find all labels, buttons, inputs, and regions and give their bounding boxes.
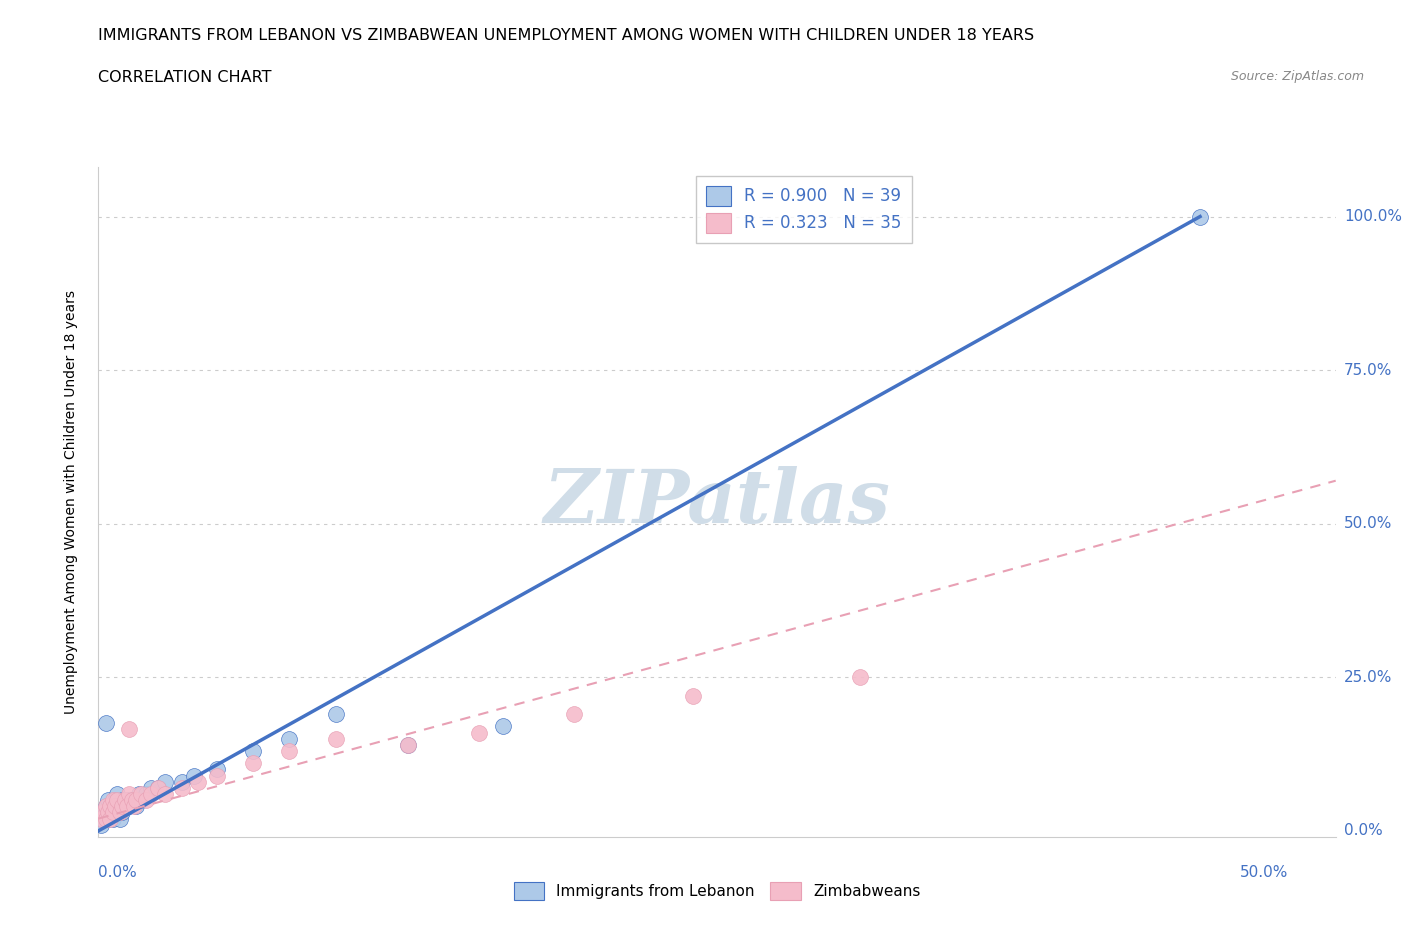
Point	[135, 792, 157, 807]
Text: 25.0%: 25.0%	[1344, 670, 1392, 684]
Point	[139, 787, 162, 802]
Point	[108, 805, 131, 820]
Point	[277, 744, 299, 759]
Point	[153, 775, 176, 790]
Text: ZIPatlas: ZIPatlas	[544, 466, 890, 538]
Point	[122, 799, 145, 814]
Point	[101, 792, 124, 807]
Text: 0.0%: 0.0%	[1344, 823, 1382, 838]
Point	[90, 811, 112, 826]
Text: 50.0%: 50.0%	[1240, 865, 1288, 880]
Point	[118, 799, 141, 814]
Point	[468, 725, 491, 740]
Point	[562, 707, 585, 722]
Point	[146, 780, 169, 795]
Point	[107, 792, 129, 807]
Y-axis label: Unemployment Among Women with Children Under 18 years: Unemployment Among Women with Children U…	[63, 290, 77, 714]
Point	[242, 744, 264, 759]
Point	[94, 716, 117, 731]
Point	[101, 805, 124, 820]
Point	[128, 787, 150, 802]
Point	[121, 792, 143, 807]
Point	[277, 731, 299, 746]
Point	[107, 799, 129, 814]
Point	[170, 775, 193, 790]
Text: CORRELATION CHART: CORRELATION CHART	[98, 70, 271, 85]
Point	[111, 799, 134, 814]
Point	[94, 811, 117, 826]
Point	[121, 792, 143, 807]
Point	[135, 787, 157, 802]
Legend: Immigrants from Lebanon, Zimbabweans: Immigrants from Lebanon, Zimbabweans	[508, 875, 927, 907]
Point	[129, 787, 152, 802]
Point	[115, 799, 138, 814]
Point	[107, 787, 129, 802]
Point	[91, 805, 114, 820]
Point	[207, 762, 229, 777]
Point	[97, 805, 120, 820]
Text: 50.0%: 50.0%	[1344, 516, 1392, 531]
Point	[139, 780, 162, 795]
Point	[146, 780, 169, 795]
Point	[108, 811, 131, 826]
Point	[98, 799, 121, 814]
Point	[492, 719, 515, 734]
Point	[129, 792, 152, 807]
Point	[101, 805, 124, 820]
Point	[97, 792, 120, 807]
Point	[396, 737, 419, 752]
Text: 0.0%: 0.0%	[98, 865, 138, 880]
Text: IMMIGRANTS FROM LEBANON VS ZIMBABWEAN UNEMPLOYMENT AMONG WOMEN WITH CHILDREN UND: IMMIGRANTS FROM LEBANON VS ZIMBABWEAN UN…	[98, 28, 1035, 43]
Point	[207, 768, 229, 783]
Point	[104, 799, 127, 814]
Text: 75.0%: 75.0%	[1344, 363, 1392, 378]
Point	[108, 799, 131, 814]
Point	[118, 722, 141, 737]
Point	[153, 787, 176, 802]
Point	[104, 792, 127, 807]
Point	[183, 768, 205, 783]
Point	[125, 792, 148, 807]
Point	[111, 792, 134, 807]
Point	[98, 811, 121, 826]
Point	[114, 799, 136, 814]
Point	[1189, 209, 1212, 224]
Point	[125, 799, 148, 814]
Point	[682, 688, 704, 703]
Point	[94, 805, 117, 820]
Point	[115, 792, 138, 807]
Point	[170, 780, 193, 795]
Text: Source: ZipAtlas.com: Source: ZipAtlas.com	[1230, 70, 1364, 83]
Point	[114, 792, 136, 807]
Point	[104, 805, 127, 820]
Point	[98, 805, 121, 820]
Point	[94, 799, 117, 814]
Point	[187, 775, 209, 790]
Point	[94, 799, 117, 814]
Point	[396, 737, 419, 752]
Point	[98, 799, 121, 814]
Point	[91, 811, 114, 826]
Point	[325, 707, 347, 722]
Point	[111, 805, 134, 820]
Point	[90, 817, 112, 832]
Point	[101, 811, 124, 826]
Text: 100.0%: 100.0%	[1344, 209, 1402, 224]
Point	[849, 670, 872, 684]
Point	[118, 787, 141, 802]
Point	[97, 811, 120, 826]
Point	[242, 756, 264, 771]
Point	[325, 731, 347, 746]
Point	[122, 792, 145, 807]
